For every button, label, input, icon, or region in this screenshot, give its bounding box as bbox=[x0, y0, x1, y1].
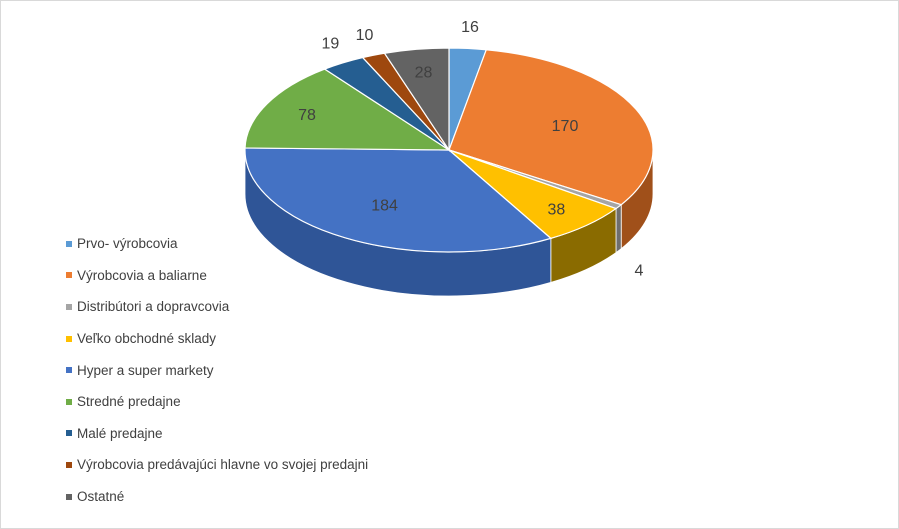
legend-item[interactable]: Hyper a super markety bbox=[66, 354, 368, 386]
legend-swatch bbox=[66, 461, 72, 468]
data-labels: 16 170 4 38 184 78 19 10 28 bbox=[298, 19, 643, 279]
legend-label: Ostatné bbox=[77, 489, 125, 505]
legend-label: Výrobcovia a baliarne bbox=[77, 267, 207, 283]
legend-item[interactable]: Distribútori a dopravcovia bbox=[66, 291, 368, 323]
legend-swatch bbox=[66, 398, 72, 405]
legend-item[interactable]: Výrobcovia a baliarne bbox=[66, 260, 368, 292]
pie-slice[interactable] bbox=[383, 47, 450, 152]
legend-label: Veľko obchodné sklady bbox=[77, 331, 217, 347]
pie-slice-side bbox=[615, 203, 622, 254]
legend-swatch bbox=[66, 367, 72, 374]
legend-item[interactable]: Stredné predajne bbox=[66, 386, 368, 418]
data-label: 4 bbox=[635, 262, 644, 279]
legend-item[interactable]: Ostatné bbox=[66, 481, 368, 513]
legend-item[interactable]: Malé predajne bbox=[66, 418, 368, 450]
data-label: 78 bbox=[298, 107, 316, 124]
legend-label: Malé predajne bbox=[77, 425, 163, 441]
data-label: 170 bbox=[552, 118, 579, 135]
data-label: 16 bbox=[461, 19, 479, 36]
legend-label: Výrobcovia predávajúci hlavne vo svojej … bbox=[77, 457, 369, 473]
pie-tops bbox=[244, 47, 654, 253]
legend-item[interactable]: Prvo- výrobcovia bbox=[66, 228, 368, 260]
data-label: 10 bbox=[356, 27, 374, 44]
legend-swatch bbox=[66, 240, 72, 247]
pie-slice[interactable] bbox=[244, 68, 452, 151]
data-label: 28 bbox=[415, 65, 433, 82]
legend-swatch bbox=[66, 272, 72, 279]
data-label: 184 bbox=[371, 197, 398, 214]
legend-swatch bbox=[66, 430, 72, 437]
data-label: 38 bbox=[548, 202, 566, 219]
legend-label: Stredné predajne bbox=[77, 394, 181, 410]
legend-label: Prvo- výrobcovia bbox=[77, 236, 178, 252]
legend-item[interactable]: Výrobcovia predávajúci hlavne vo svojej … bbox=[66, 449, 368, 481]
legend: Prvo- výrobcovia Výrobcovia a baliarne Dis… bbox=[66, 228, 368, 512]
legend-item[interactable]: Veľko obchodné sklady bbox=[66, 323, 368, 355]
data-label: 19 bbox=[322, 35, 340, 52]
legend-label: Distribútori a dopravcovia bbox=[77, 299, 230, 315]
legend-label: Hyper a super markety bbox=[77, 362, 214, 378]
legend-swatch bbox=[66, 335, 72, 342]
pie-slice[interactable] bbox=[244, 147, 553, 253]
legend-swatch bbox=[66, 493, 72, 500]
legend-swatch bbox=[66, 303, 72, 310]
